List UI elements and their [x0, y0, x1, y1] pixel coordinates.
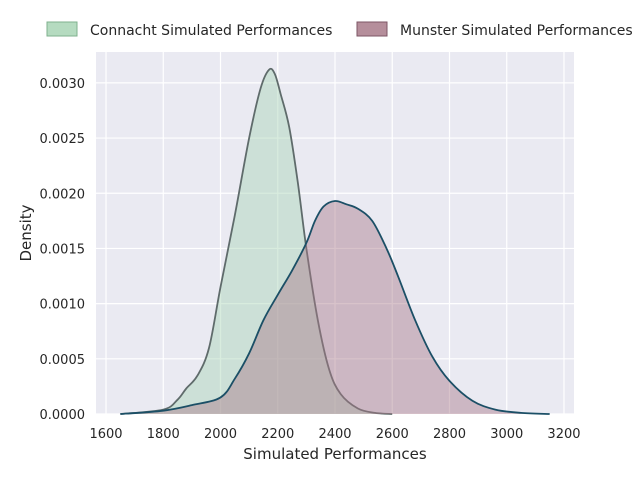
legend: Connacht Simulated Performances Munster … — [46, 21, 633, 39]
legend-label-connacht: Connacht Simulated Performances — [90, 23, 332, 39]
y-axis-label: Density — [17, 204, 35, 261]
x-tick-label: 2000 — [204, 427, 237, 442]
x-tick-label: 2600 — [376, 427, 409, 442]
density-area-1 — [120, 200, 550, 414]
density-area-0 — [120, 68, 393, 415]
x-tick-label: 2800 — [433, 427, 466, 442]
density-line-1 — [120, 200, 550, 415]
density-line-0 — [120, 67, 393, 415]
y-axis-ticks: 0.0000 0.0005 0.0010 0.0015 0.0020 0.0025 0.00… — [40, 77, 86, 423]
y-tick-label: 0.0025 — [40, 132, 86, 147]
legend-label-munster: Munster Simulated Performances — [400, 23, 633, 39]
legend-swatch-connacht — [46, 21, 78, 37]
x-tick-label: 3200 — [547, 427, 580, 442]
y-tick-label: 0.0020 — [40, 187, 86, 202]
y-tick-label: 0.0030 — [40, 77, 86, 92]
x-tick-label: 1800 — [147, 427, 180, 442]
y-tick-label: 0.0010 — [40, 298, 86, 313]
y-tick-label: 0.0000 — [40, 408, 86, 423]
x-tick-label: 3000 — [490, 427, 523, 442]
y-tick-label: 0.0015 — [40, 242, 86, 257]
x-axis-ticks: 1600 1800 2000 2200 2400 2600 2800 3000 3200 — [89, 427, 580, 442]
x-axis-label: Simulated Performances — [243, 445, 427, 463]
gridlines — [96, 52, 574, 415]
x-tick-label: 1600 — [89, 427, 122, 442]
x-tick-label: 2400 — [318, 427, 351, 442]
y-tick-label: 0.0005 — [40, 353, 86, 368]
x-tick-label: 2200 — [261, 427, 294, 442]
density-areas — [120, 67, 550, 415]
legend-swatch-munster — [356, 21, 388, 37]
